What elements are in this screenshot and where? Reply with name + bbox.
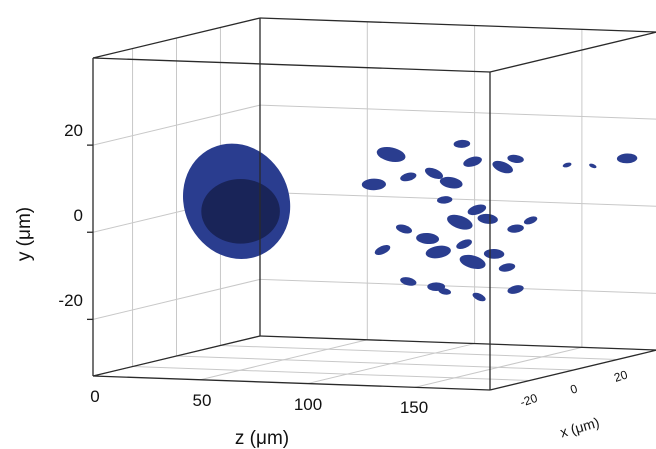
box-edge [92,335,261,377]
floor-gridline [176,355,574,371]
z-tick-label: 0 [90,387,99,406]
back-wall-gridline [259,104,656,120]
data-point [424,167,444,180]
data-point [459,254,486,269]
data-point [361,178,386,191]
x-axis-label: x (μm) [558,414,601,440]
data-point [437,196,453,204]
data-point [400,172,417,182]
data-point [507,154,524,164]
data-marks [183,139,638,302]
data-point [616,153,638,164]
data-point [467,204,487,216]
box-edge [489,349,656,391]
y-axis-label: y (μm) [14,207,35,261]
data-point [416,232,440,245]
data-point [456,239,472,250]
z-tick-label: 150 [400,398,428,417]
data-point [425,245,451,259]
data-point [498,263,516,272]
data-point [438,288,452,295]
box-edge [259,335,656,351]
x-tick-label: 0 [568,381,579,396]
back-wall-gridline [259,278,656,294]
data-point [589,163,597,169]
floor-gridline [132,366,530,382]
data-point [400,277,417,286]
data-point [447,214,473,230]
floor-gridline [220,344,618,360]
data-point [395,224,413,234]
box-edge [92,57,491,73]
data-point [562,162,572,168]
back-wall-gridline [259,191,656,207]
data-point [439,176,463,189]
x-tick-label: -20 [518,391,539,410]
data-point [507,285,524,294]
z-axis-label: z (μm) [235,428,289,449]
z-tick-label: 50 [193,391,212,410]
data-point-shading [201,179,280,244]
y-tick-label: 0 [74,206,83,225]
data-point [463,156,482,167]
box-edge [92,17,261,59]
data-point [472,292,486,302]
data-point [492,160,513,174]
data-point [523,216,538,225]
data-point [483,248,505,259]
box-edge [92,375,491,391]
data-point [453,139,471,148]
data-point [376,147,406,162]
data-point [477,213,498,224]
grid [92,18,656,388]
box-edge [259,17,656,33]
bounding-box [87,17,656,391]
data-point [374,245,391,255]
y-tick-label: -20 [58,291,83,310]
z-tick-label: 100 [294,395,322,414]
data-point [507,224,524,233]
y-tick-label: 20 [64,121,83,140]
box-edge [489,31,656,73]
x-tick-label: 20 [612,367,629,385]
